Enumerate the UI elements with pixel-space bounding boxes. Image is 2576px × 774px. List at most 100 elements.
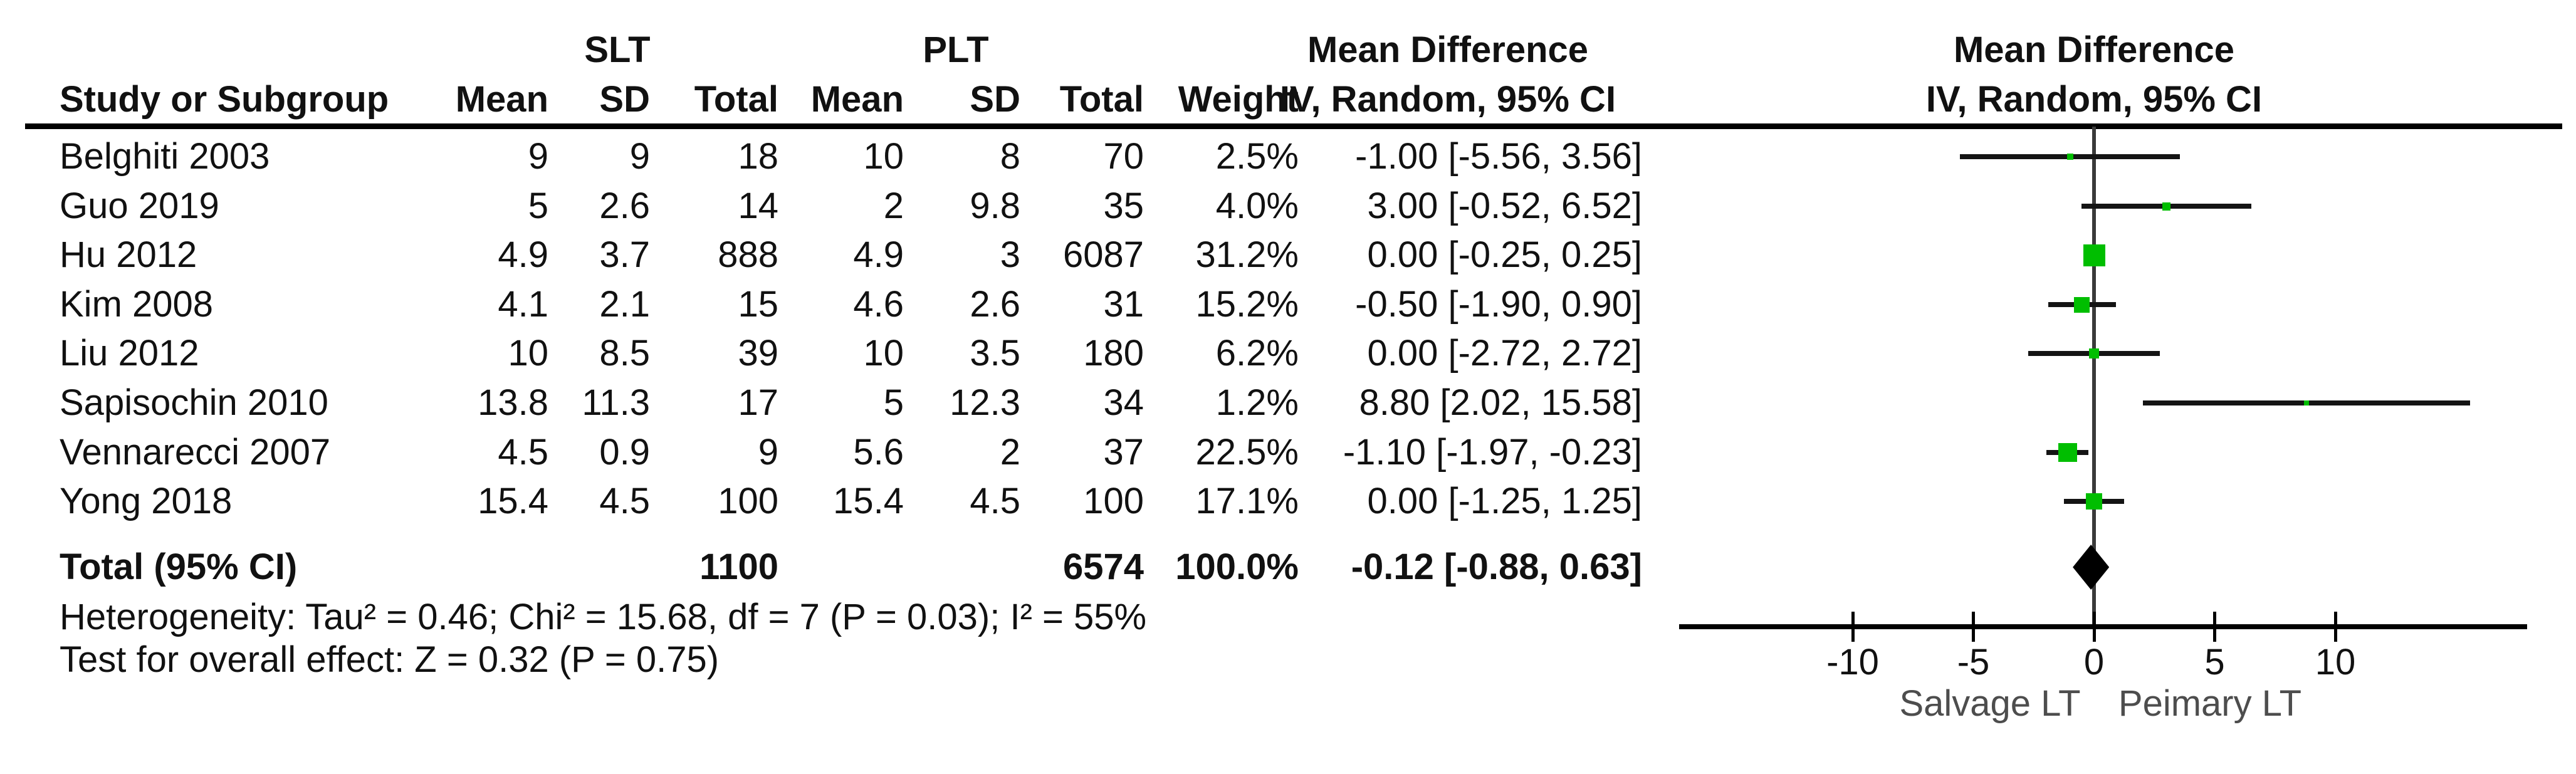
weight-cell: 6.2% <box>1215 333 1299 374</box>
plt-mean-cell: 15.4 <box>833 481 904 521</box>
table-row: Yong 2018 15.4 4.5 100 15.4 4.5 100 17.1% 0.00 [… <box>0 477 2576 526</box>
plt-sd-cell: 2 <box>1000 432 1020 473</box>
effect-marker <box>2162 202 2170 211</box>
effect-marker <box>2083 244 2105 266</box>
slt-mean-cell: 13.8 <box>478 382 548 423</box>
slt-sd-cell: 0.9 <box>599 432 650 473</box>
table-row: Sapisochin 2010 13.8 11.3 17 5 12.3 34 1.2% 8.80… <box>0 379 2576 427</box>
effect-marker <box>2066 154 2073 160</box>
axis-tick-label: -5 <box>1957 642 1990 682</box>
axis-tick <box>2333 612 2337 642</box>
axis-direction-label-left: Salvage LT <box>1899 683 2081 724</box>
col-header-slt-total: Total <box>694 79 778 120</box>
ci-cell: 8.80 [2.02, 15.58] <box>1359 382 1642 423</box>
plt-total-cell: 31 <box>1103 284 1144 325</box>
slt-mean-cell: 9 <box>528 136 548 177</box>
ci-cell: 0.00 [-2.72, 2.72] <box>1367 333 1642 374</box>
weight-cell: 22.5% <box>1195 432 1299 473</box>
slt-total-cell: 888 <box>718 234 778 275</box>
weight-cell: 2.5% <box>1215 136 1299 177</box>
slt-sd-cell: 2.6 <box>599 186 650 226</box>
slt-sd-cell: 4.5 <box>599 481 650 521</box>
slt-sd-cell: 2.1 <box>599 284 650 325</box>
zero-line <box>2092 127 2096 627</box>
slt-sd-cell: 9 <box>629 136 650 177</box>
axis-direction-label-right: Peimary LT <box>2118 683 2302 724</box>
plt-sd-cell: 3.5 <box>970 333 1020 374</box>
axis-tick <box>2213 612 2216 642</box>
effect-marker <box>2074 296 2090 313</box>
axis-tick-label: 0 <box>2083 642 2105 682</box>
study-cell: Guo 2019 <box>60 186 219 226</box>
slt-sd-cell: 11.3 <box>582 382 650 423</box>
total-slt-total: 1100 <box>699 547 778 587</box>
header-rule <box>25 123 2562 129</box>
axis-tick-label: 5 <box>2204 642 2225 682</box>
table-row: Guo 2019 5 2.6 14 2 9.8 35 4.0% 3.00 [-0.52, 6.5… <box>0 182 2576 231</box>
axis-tick-label: -10 <box>1826 642 1879 682</box>
group-header-plt: PLT <box>923 29 989 70</box>
axis-tick-label: 10 <box>2315 642 2356 682</box>
table-row: Liu 2012 10 8.5 39 10 3.5 180 6.2% 0.00 [-2.72, … <box>0 329 2576 378</box>
plt-mean-cell: 4.6 <box>853 284 904 325</box>
effect-marker <box>2303 400 2309 405</box>
slt-total-cell: 17 <box>738 382 778 423</box>
slt-total-cell: 15 <box>738 284 778 325</box>
total-weight: 100.0% <box>1175 547 1299 587</box>
axis-tick <box>2092 612 2096 642</box>
plt-total-cell: 6087 <box>1062 234 1144 275</box>
plt-sd-cell: 3 <box>1000 234 1020 275</box>
slt-sd-cell: 8.5 <box>599 333 650 374</box>
ci-cell: -0.50 [-1.90, 0.90] <box>1355 284 1642 325</box>
slt-mean-cell: 4.9 <box>498 234 548 275</box>
plt-total-cell: 100 <box>1083 481 1144 521</box>
plt-mean-cell: 4.9 <box>853 234 904 275</box>
ci-cell: -1.10 [-1.97, -0.23] <box>1343 432 1642 473</box>
col-header-study: Study or Subgroup <box>60 79 389 120</box>
plt-sd-cell: 9.8 <box>970 186 1020 226</box>
table-row: Hu 2012 4.9 3.7 888 4.9 3 6087 31.2% 0.00 [-0.25… <box>0 231 2576 280</box>
weight-cell: 4.0% <box>1215 186 1299 226</box>
plt-total-cell: 70 <box>1103 136 1144 177</box>
slt-mean-cell: 4.5 <box>498 432 548 473</box>
study-cell: Sapisochin 2010 <box>60 382 328 423</box>
ci-cell: 0.00 [-0.25, 0.25] <box>1367 234 1642 275</box>
ci-cell: -1.00 [-5.56, 3.56] <box>1355 136 1642 177</box>
col-header-weight: Weight <box>1178 79 1299 120</box>
weight-cell: 31.2% <box>1195 234 1299 275</box>
plt-mean-cell: 10 <box>863 333 904 374</box>
study-cell: Kim 2008 <box>60 284 214 325</box>
study-cell: Yong 2018 <box>60 481 233 521</box>
axis-tick <box>1972 612 1975 642</box>
slt-total-cell: 9 <box>758 432 778 473</box>
weight-cell: 17.1% <box>1195 481 1299 521</box>
column-header-row: Study or Subgroup Mean SD Total Mean SD … <box>0 78 2576 122</box>
ci-cell: 3.00 [-0.52, 6.52] <box>1367 186 1642 226</box>
col-header-slt-sd: SD <box>599 79 650 120</box>
heterogeneity-text: Heterogeneity: Tau² = 0.46; Chi² = 15.68… <box>60 597 1147 637</box>
slt-mean-cell: 15.4 <box>478 481 548 521</box>
group-header-mean-difference: Mean Difference <box>1307 29 1589 70</box>
plot-header-mean-difference: Mean Difference <box>1953 29 2235 70</box>
slt-mean-cell: 5 <box>528 186 548 226</box>
plot-header-ci: IV, Random, 95% CI <box>1925 79 2263 120</box>
ci-cell: 0.00 [-1.25, 1.25] <box>1367 481 1642 521</box>
total-ci: -0.12 [-0.88, 0.63] <box>1351 547 1642 587</box>
effect-marker <box>2058 443 2077 462</box>
plt-sd-cell: 2.6 <box>970 284 1020 325</box>
col-header-ci: IV, Random, 95% CI <box>1279 79 1616 120</box>
weight-cell: 15.2% <box>1195 284 1299 325</box>
col-header-plt-mean: Mean <box>810 79 904 120</box>
col-header-plt-sd: SD <box>970 79 1020 120</box>
table-row: Vennarecci 2007 4.5 0.9 9 5.6 2 37 22.5% -1.10 [… <box>0 428 2576 477</box>
overall-effect-text: Test for overall effect: Z = 0.32 (P = 0… <box>60 639 720 680</box>
x-axis <box>1679 624 2527 629</box>
plt-mean-cell: 5.6 <box>853 432 904 473</box>
slt-total-cell: 14 <box>738 186 778 226</box>
plt-mean-cell: 10 <box>863 136 904 177</box>
slt-total-cell: 39 <box>738 333 778 374</box>
group-header-slt: SLT <box>584 29 651 70</box>
study-cell: Vennarecci 2007 <box>60 432 331 473</box>
effect-marker <box>2089 348 2099 358</box>
